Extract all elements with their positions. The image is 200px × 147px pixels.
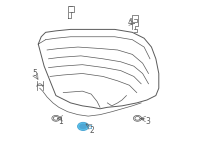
Text: 3: 3 xyxy=(145,117,150,126)
Text: 4: 4 xyxy=(128,18,133,27)
Ellipse shape xyxy=(80,124,87,129)
Text: 1: 1 xyxy=(59,117,63,126)
Text: 2: 2 xyxy=(90,126,94,135)
Ellipse shape xyxy=(78,122,89,131)
Text: 5: 5 xyxy=(32,69,37,78)
